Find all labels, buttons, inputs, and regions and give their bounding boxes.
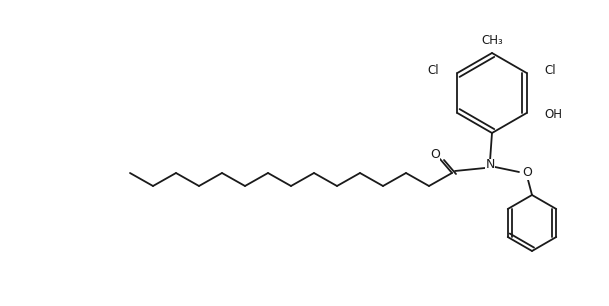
Text: CH₃: CH₃: [481, 33, 503, 47]
Text: O: O: [430, 147, 440, 161]
Text: Cl: Cl: [428, 64, 439, 76]
Text: O: O: [522, 166, 532, 180]
Text: OH: OH: [544, 109, 563, 121]
Text: Cl: Cl: [544, 64, 556, 76]
Text: N: N: [485, 159, 495, 171]
